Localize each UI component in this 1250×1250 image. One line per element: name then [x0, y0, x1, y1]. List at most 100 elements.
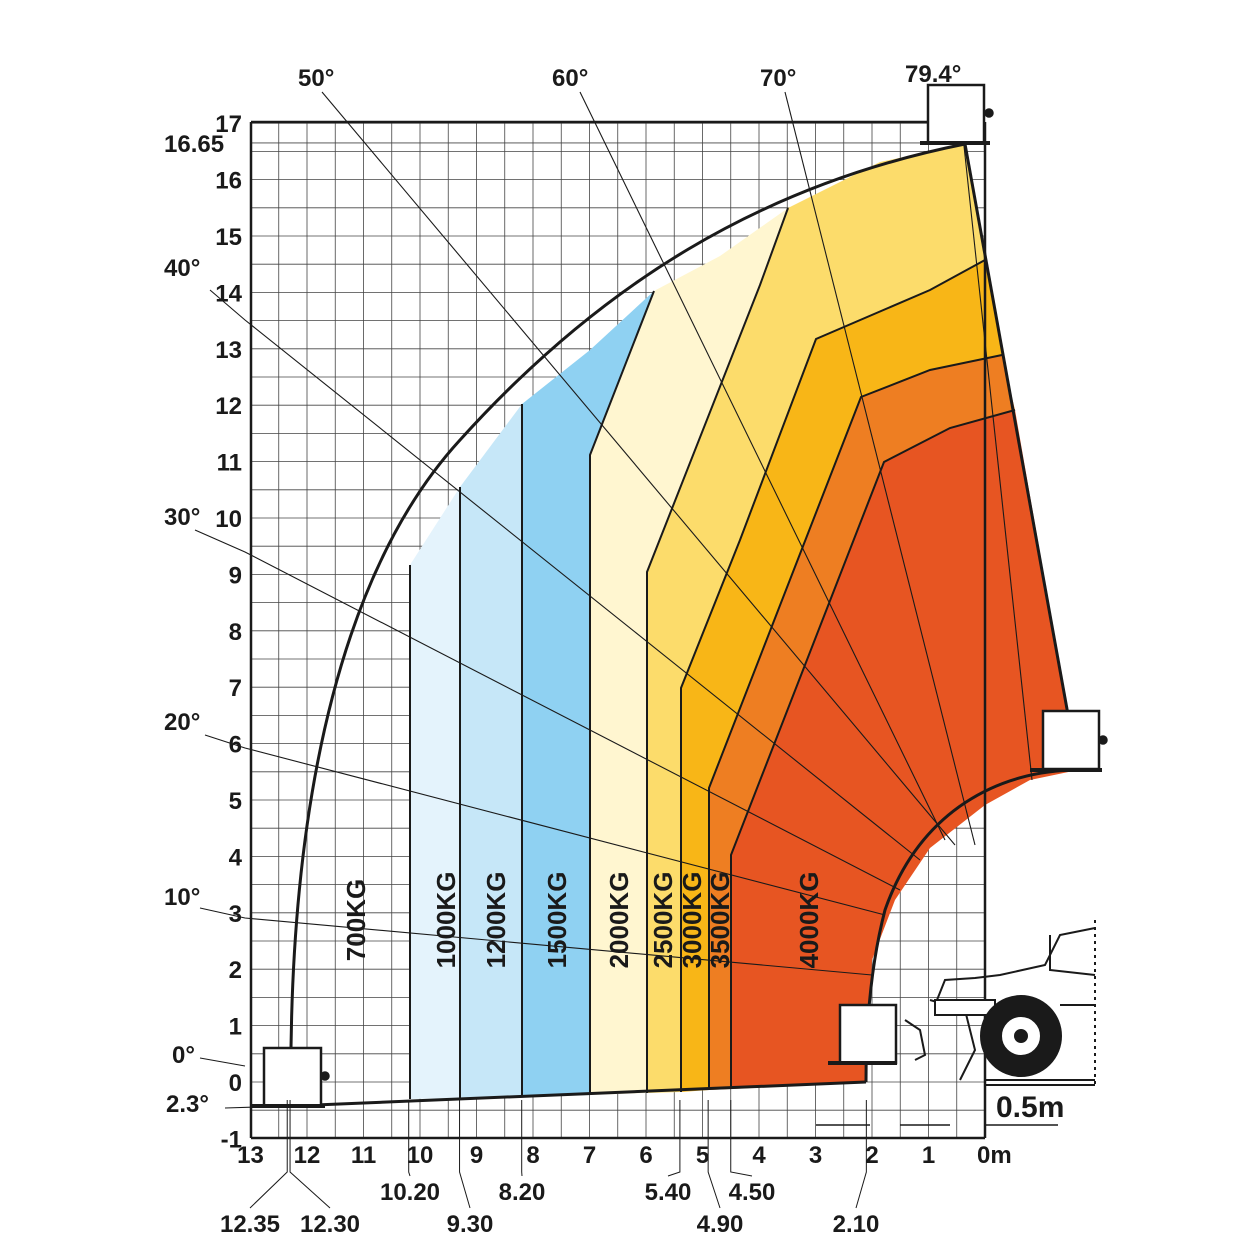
x-axis-ticks: 13 12 11 10 9 8 7 6 5 4 3 2 1 — [237, 1142, 935, 1169]
angle-label: 70° — [760, 65, 796, 92]
zone-1200kg — [460, 404, 522, 1098]
reach-marker-labels: 12.35 12.30 10.20 9.308.20 5.404.90 4.50 2.10 — [220, 1100, 879, 1238]
reach-leader — [459, 1100, 471, 1209]
y-tick-label: 7 — [229, 675, 242, 702]
y-tick-label: 2 — [229, 957, 242, 984]
angle-line — [209, 289, 921, 861]
reach-marker-label: 10.20 — [380, 1179, 440, 1206]
y-tick-label: 8 — [229, 619, 242, 646]
angle-line — [784, 91, 976, 846]
angle-line — [321, 91, 956, 846]
load-zone-label: 3500KG — [705, 872, 735, 969]
basket-high-position — [1041, 709, 1101, 771]
x-tick-label: 10 — [407, 1142, 434, 1169]
boom-angle-lines — [194, 89, 1033, 1109]
x-tick-label: 2 — [865, 1142, 878, 1169]
load-zone-labels: 700KG 1000KG 1200KG 1500KG 2000KG 2500KG 3000K… — [341, 872, 824, 969]
angle-label: 30° — [164, 504, 200, 531]
angle-line — [199, 1057, 246, 1067]
y-tick-label: 9 — [229, 562, 242, 589]
y-tick-label: -1 — [221, 1126, 242, 1153]
x-tick-label: 9 — [470, 1142, 483, 1169]
reach-leader — [667, 1100, 681, 1177]
reach-marker-label: 2.10 — [833, 1211, 880, 1238]
y-tick-label: 1 — [229, 1014, 242, 1041]
max-height-label: 16.65 — [164, 131, 224, 158]
load-zone-label: 1000KG — [431, 872, 461, 969]
zone-boundaries — [409, 207, 1016, 1099]
load-zones — [410, 144, 1078, 1099]
x-tick-label: 4 — [752, 1142, 766, 1169]
x-tick-label: 12 — [294, 1142, 321, 1169]
y-tick-label: 3 — [229, 901, 242, 928]
reach-leader — [855, 1100, 867, 1209]
x-tick-label: 5 — [696, 1142, 709, 1169]
x-tick-label: 6 — [639, 1142, 652, 1169]
load-zone-label: 700KG — [341, 879, 371, 961]
reach-marker-label: 9.30 — [447, 1211, 494, 1238]
x-tick-label: 8 — [526, 1142, 539, 1169]
reach-marker-label: 5.40 — [645, 1179, 692, 1206]
reach-leader — [249, 1100, 288, 1209]
chart-frame — [249, 120, 987, 1140]
angle-labels: 79.4° 70° 60° 50° 40° 30° 20° 10° 0° 2.3° — [164, 61, 961, 1118]
angle-label: 10° — [164, 884, 200, 911]
x-tick-label: 1 — [922, 1142, 935, 1169]
platform-baskets — [252, 83, 1108, 1108]
zone-1500kg — [522, 291, 654, 1097]
angle-label: 20° — [164, 709, 200, 736]
x-tick-label: 13 — [237, 1142, 264, 1169]
reach-leader — [730, 1100, 753, 1177]
basket-min-position — [838, 1003, 898, 1065]
basket-max-reach — [262, 1046, 323, 1108]
y-tick-label: 15 — [215, 224, 242, 251]
x-tick-label: 3 — [809, 1142, 822, 1169]
telehandler-machine — [904, 920, 1096, 1085]
scale-label: 0.5m — [996, 1091, 1064, 1124]
angle-label: 60° — [552, 65, 588, 92]
y-tick-label: 10 — [215, 506, 242, 533]
y-tick-label: 17 — [215, 111, 242, 138]
zone-4000kg — [731, 410, 1078, 1089]
y-tick-label: 16 — [215, 168, 242, 195]
load-zone-label: 4000KG — [794, 872, 824, 969]
angle-label: 50° — [298, 65, 334, 92]
y-tick-label: 14 — [215, 280, 242, 307]
load-zone-label: 1200KG — [481, 872, 511, 969]
y-tick-label: 11 — [217, 450, 242, 477]
x-tick-label: 7 — [583, 1142, 596, 1169]
y-tick-label: 12 — [215, 393, 242, 420]
zone-2000kg — [590, 208, 788, 1095]
angle-label: 0° — [172, 1042, 195, 1069]
reach-leader — [408, 1100, 411, 1177]
angle-label: 40° — [164, 255, 200, 282]
angle-label: 2.3° — [166, 1091, 209, 1118]
load-zone-label: 3000KG — [677, 872, 707, 969]
zone-1000kg — [410, 487, 460, 1099]
reach-marker-label: 4.90 — [697, 1211, 744, 1238]
reach-leader — [289, 1100, 331, 1209]
reach-marker-label: 8.20 — [499, 1179, 546, 1206]
angle-line — [579, 91, 946, 841]
y-tick-label: 5 — [229, 788, 242, 815]
y-tick-label: 4 — [229, 844, 243, 871]
reach-marker-label: 12.35 — [220, 1211, 280, 1238]
y-tick-label: 13 — [215, 337, 242, 364]
angle-line — [194, 529, 901, 891]
angle-line — [957, 89, 1033, 781]
angle-line — [199, 907, 873, 976]
zone-2500kg — [647, 144, 985, 1093]
angle-label: 79.4° — [905, 61, 961, 88]
scale-indicator: 0.5m — [816, 1084, 1095, 1126]
y-tick-label: 6 — [229, 732, 242, 759]
zone-3000kg — [681, 260, 1002, 1092]
load-zone-label: 1500KG — [542, 872, 572, 969]
zone-3500kg — [709, 355, 1015, 1090]
angle-line — [204, 734, 886, 916]
y-tick-label: 0 — [229, 1070, 242, 1097]
x-tick-label: 11 — [351, 1142, 376, 1169]
reach-marker-label: 4.50 — [729, 1179, 776, 1206]
x-axis-unit: 0m — [977, 1142, 1012, 1169]
